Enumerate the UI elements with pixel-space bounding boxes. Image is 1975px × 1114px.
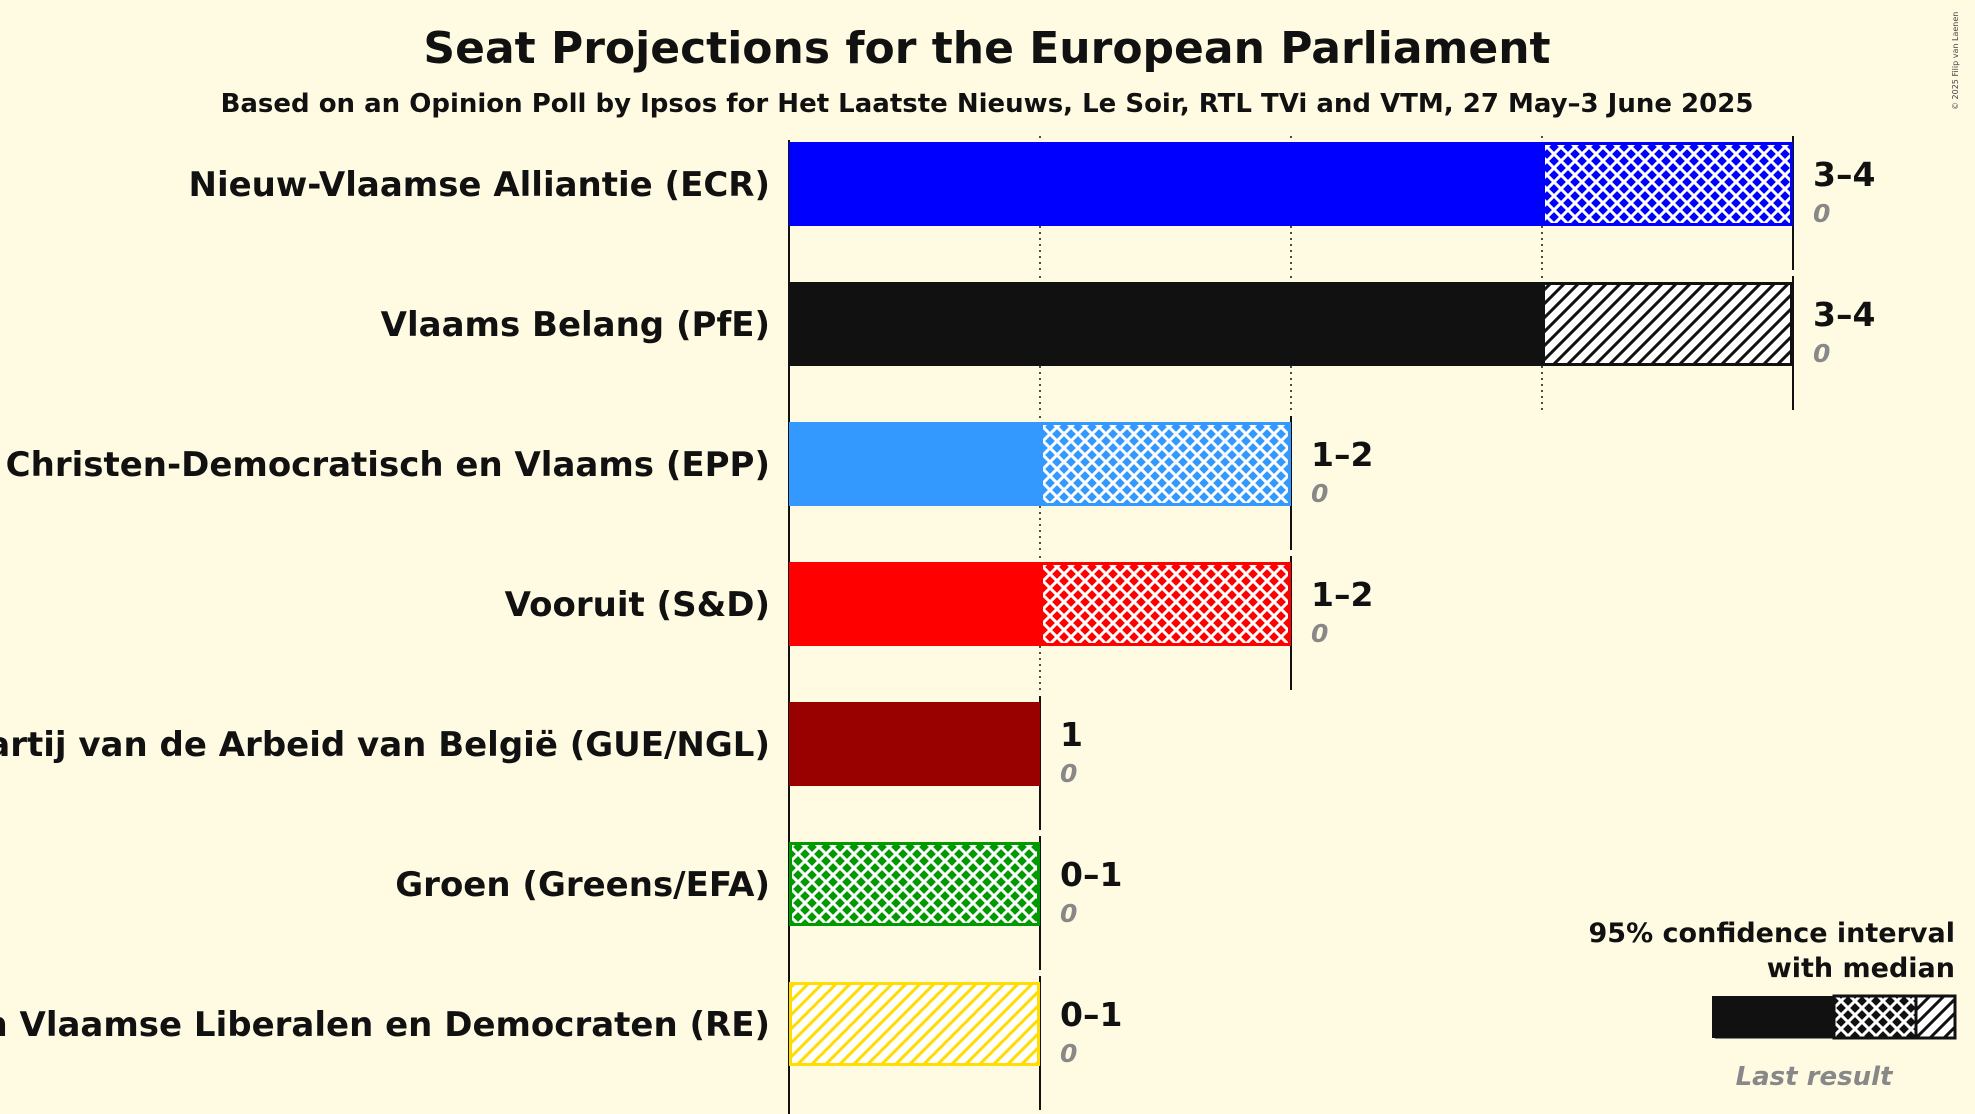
party-row: Vooruit (S&D) 1–2 0 <box>505 556 1373 690</box>
party-label: Partij van de Arbeid van België (GUE/NGL… <box>0 725 770 765</box>
party-label: Nieuw-Vlaamse Alliantie (ECR) <box>188 165 770 205</box>
legend-median-bar <box>1712 996 1834 1038</box>
median-bar <box>789 562 1040 646</box>
last-result-label: 0 <box>1060 1039 1077 1068</box>
range-label: 1 <box>1060 715 1083 754</box>
party-row: Nieuw-Vlaamse Alliantie (ECR) 3–4 0 <box>188 136 1875 270</box>
legend-last-result-label: Last result <box>1736 1062 1894 1092</box>
party-label: Vlaams Belang (PfE) <box>381 305 770 345</box>
legend-crosshatch-swatch <box>1832 994 1918 1040</box>
plot-area: Nieuw-Vlaamse Alliantie (ECR) 3–40Vlaams … <box>0 136 1875 1114</box>
confidence-interval-bar <box>789 842 1040 926</box>
party-label: Christen-Democratisch en Vlaams (EPP) <box>6 445 770 485</box>
median-bar <box>789 422 1040 506</box>
chart-subtitle: Based on an Opinion Poll by Ipsos for He… <box>221 89 1754 119</box>
last-result-label: 0 <box>1311 479 1328 508</box>
last-result-label: 0 <box>1311 619 1328 648</box>
last-result-label: 0 <box>1813 339 1830 368</box>
legend-line-1: 95% confidence interval <box>1589 918 1955 949</box>
copyright-note: © 2025 Filip van Laenen <box>1951 12 1960 110</box>
legend-diagonal-swatch <box>1914 994 1957 1040</box>
party-row: Christen-Democratisch en Vlaams (EPP) 1–2… <box>6 416 1373 550</box>
range-label: 1–2 <box>1311 575 1373 614</box>
range-label: 0–1 <box>1060 855 1122 894</box>
legend: 95% confidence interval with median Last… <box>1589 918 1957 1092</box>
median-bar <box>789 702 1040 786</box>
party-row: Vlaams Belang (PfE) 3–4 0 <box>381 276 1875 410</box>
last-result-label: 0 <box>1060 759 1077 788</box>
party-row: Groen (Greens/EFA) 0–1 0 <box>395 836 1122 970</box>
last-result-label: 0 <box>1813 199 1830 228</box>
last-result-label: 0 <box>1060 899 1077 928</box>
confidence-interval-bar <box>1040 562 1291 646</box>
legend-line-2: with median <box>1767 953 1955 984</box>
confidence-interval-bar <box>1542 282 1793 366</box>
party-row: Partij van de Arbeid van België (GUE/NGL… <box>0 696 1083 830</box>
party-label: Vooruit (S&D) <box>505 585 770 625</box>
median-bar <box>789 142 1542 226</box>
confidence-interval-bar <box>789 982 1040 1066</box>
range-label: 0–1 <box>1060 995 1122 1034</box>
confidence-interval-bar <box>1040 422 1291 506</box>
median-bar <box>789 282 1542 366</box>
range-label: 1–2 <box>1311 435 1373 474</box>
confidence-interval-bar <box>1542 142 1793 226</box>
party-label: Groen (Greens/EFA) <box>395 865 770 905</box>
range-label: 3–4 <box>1813 155 1875 194</box>
party-row: Open Vlaamse Liberalen en Democraten (RE… <box>0 976 1122 1110</box>
party-label: Open Vlaamse Liberalen en Democraten (RE… <box>0 1005 770 1045</box>
range-label: 3–4 <box>1813 295 1875 334</box>
chart-title: Seat Projections for the European Parlia… <box>423 23 1550 74</box>
